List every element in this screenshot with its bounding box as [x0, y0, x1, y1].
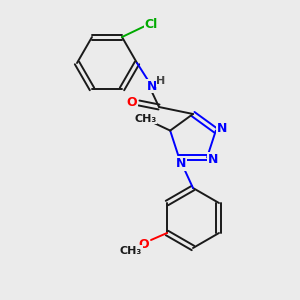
Text: O: O	[127, 95, 137, 109]
Text: N: N	[147, 80, 157, 92]
Text: N: N	[176, 157, 186, 170]
Text: H: H	[156, 76, 166, 86]
Text: O: O	[139, 238, 149, 250]
Text: N: N	[217, 122, 227, 135]
Text: CH₃: CH₃	[134, 114, 156, 124]
Text: Cl: Cl	[144, 17, 158, 31]
Text: N: N	[208, 153, 218, 166]
Text: CH₃: CH₃	[120, 246, 142, 256]
